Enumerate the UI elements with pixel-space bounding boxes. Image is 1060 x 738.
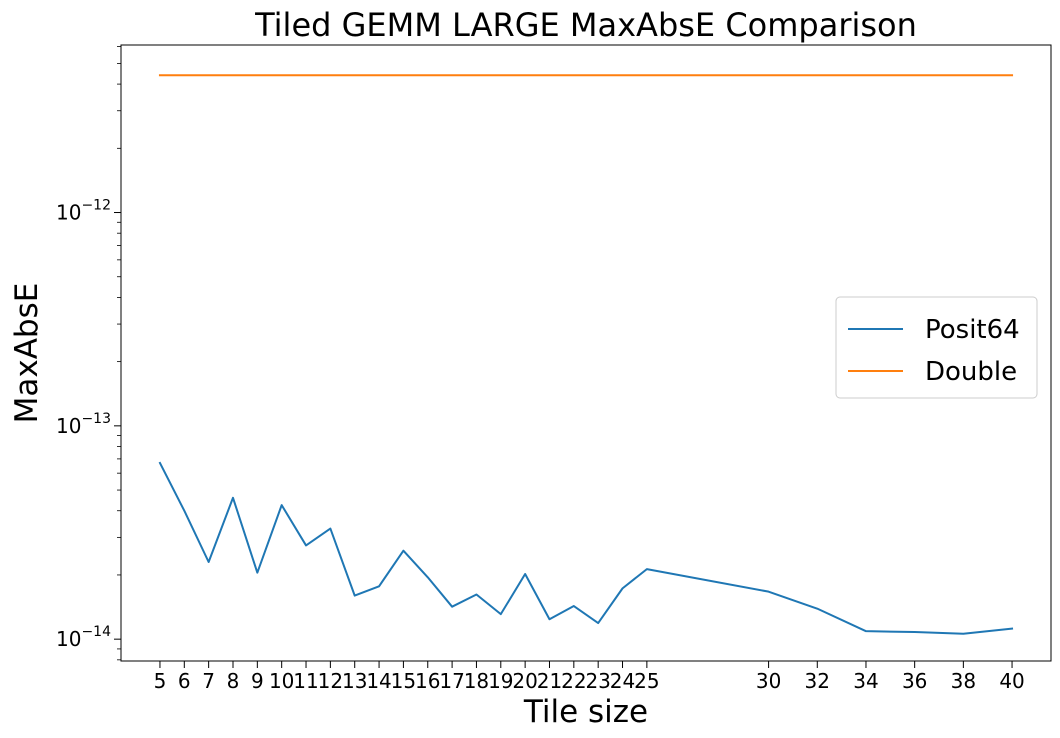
x-tick-label: 30	[756, 669, 781, 693]
x-tick-label: 18	[464, 669, 489, 693]
x-tick-label: 40	[999, 669, 1024, 693]
axes-frame	[120, 44, 1052, 662]
y-tick-label: 10−14	[56, 624, 111, 651]
x-tick-label: 15	[391, 669, 416, 693]
x-tick-label: 7	[202, 669, 215, 693]
x-tick-label: 13	[342, 669, 367, 693]
y-tick-label: 10−13	[56, 411, 111, 438]
x-tick-label: 21	[537, 669, 562, 693]
x-tick-label: 9	[251, 669, 264, 693]
legend-label-posit64: Posit64	[925, 315, 1020, 345]
legend-label-double: Double	[925, 357, 1017, 387]
series-line-posit64	[158, 461, 1014, 635]
x-tick-label: 16	[415, 669, 440, 693]
y-axis-label: MaxAbsE	[9, 283, 45, 424]
x-tick-label: 12	[318, 669, 343, 693]
x-axis-label: Tile size	[523, 694, 648, 730]
y-tick-label: 10−12	[56, 198, 111, 225]
x-tick-label: 11	[293, 669, 318, 693]
legend: Posit64 Double	[835, 296, 1038, 399]
chart-title: Tiled GEMM LARGE MaxAbsE Comparison	[254, 6, 917, 44]
x-tick-label: 38	[951, 669, 976, 693]
legend-box	[835, 296, 1038, 399]
x-tick-label: 23	[585, 669, 610, 693]
x-tick-label: 17	[439, 669, 464, 693]
x-tick-label: 6	[178, 669, 191, 693]
x-tick-label: 25	[634, 669, 659, 693]
x-tick-label: 20	[512, 669, 537, 693]
x-tick-label: 10	[269, 669, 294, 693]
x-tick-label: 8	[227, 669, 240, 693]
x-tick-label: 19	[488, 669, 513, 693]
x-tick-label: 14	[366, 669, 391, 693]
x-tick-label: 24	[610, 669, 635, 693]
x-tick-label: 22	[561, 669, 586, 693]
x-tick-label: 32	[805, 669, 830, 693]
x-tick-label: 5	[154, 669, 167, 693]
x-tick-label: 34	[853, 669, 878, 693]
x-tick-label: 36	[902, 669, 927, 693]
